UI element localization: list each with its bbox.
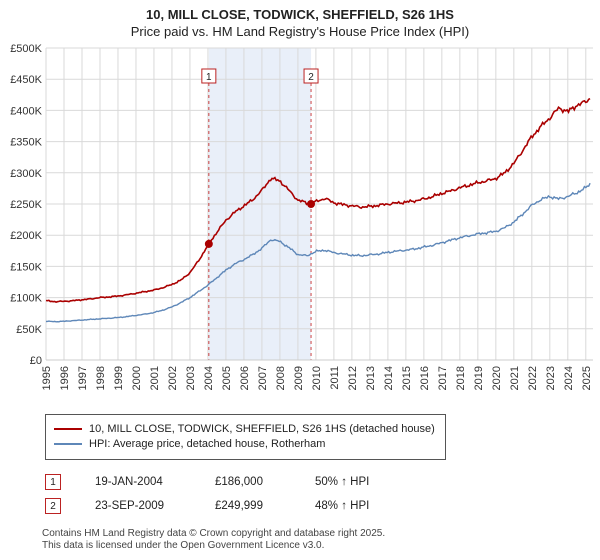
event-flag-box-2 <box>303 68 319 84</box>
y-axis-label: £500K <box>10 43 42 55</box>
y-axis-label: £100K <box>10 293 42 305</box>
x-axis-label: 2009 <box>293 366 305 390</box>
x-axis-label: 2024 <box>563 366 575 390</box>
transaction-2-flag: 2 <box>45 498 61 514</box>
y-axis-label: £200K <box>10 230 42 242</box>
event-flag-label-2: 2 <box>308 72 314 83</box>
transaction-2-hpi-change: 48% ↑ HPI <box>315 500 370 512</box>
hpi-line <box>45 182 591 323</box>
y-axis-label: £150K <box>10 261 42 273</box>
x-axis-label: 2025 <box>581 366 593 390</box>
x-axis-label: 2000 <box>131 366 143 390</box>
price-paid-line <box>45 98 591 303</box>
page-title: 10, MILL CLOSE, TODWICK, SHEFFIELD, S26 … <box>146 7 454 22</box>
y-axis-label: £300K <box>10 168 42 180</box>
transaction-2-price: £249,999 <box>215 500 263 512</box>
transaction-1-price: £186,000 <box>215 476 263 488</box>
y-axis-label: £0 <box>30 355 42 367</box>
chart-canvas: 1 2 £0 £50K £100K £150K £200K £250K £300K £350K £4… <box>10 43 593 390</box>
sale-marker-1[interactable] <box>204 239 213 248</box>
y-axis-label: £50K <box>16 324 42 336</box>
transaction-1-date: 19-JAN-2004 <box>95 476 163 488</box>
x-axis-label: 2016 <box>419 366 431 390</box>
chart-legend: 10, MILL CLOSE, TODWICK, SHEFFIELD, S26 … <box>45 414 446 460</box>
x-axis-label: 1998 <box>95 366 107 390</box>
y-axis-label: £350K <box>10 137 42 149</box>
x-axis-label: 2008 <box>275 366 287 390</box>
x-axis-label: 2002 <box>167 366 179 390</box>
x-axis-label: 2015 <box>401 366 413 390</box>
x-axis-label: 2006 <box>239 366 251 390</box>
x-axis-label: 2003 <box>185 366 197 390</box>
footer-line-1: Contains HM Land Registry data © Crown c… <box>42 528 386 539</box>
transaction-2-date: 23-SEP-2009 <box>95 500 165 512</box>
x-axis-label: 2021 <box>509 366 521 390</box>
y-axis-label: £450K <box>10 74 42 86</box>
legend-item-price-paid: 10, MILL CLOSE, TODWICK, SHEFFIELD, S26 … <box>54 423 435 435</box>
x-axis-label: 1996 <box>59 366 71 390</box>
y-axis-label: £400K <box>10 105 42 117</box>
page-subtitle: Price paid vs. HM Land Registry's House … <box>130 24 470 39</box>
transaction-row-2: 2 23-SEP-2009 £249,999 48% ↑ HPI <box>45 494 600 518</box>
x-axis-label: 2011 <box>329 366 341 390</box>
legend-label-price: 10, MILL CLOSE, TODWICK, SHEFFIELD, S26 … <box>89 423 435 435</box>
x-axis-label: 2007 <box>257 366 269 390</box>
sale-marker-2[interactable] <box>307 200 316 209</box>
x-axis-label: 2017 <box>437 366 449 390</box>
transaction-row-1: 1 19-JAN-2004 £186,000 50% ↑ HPI <box>45 470 600 494</box>
footer-line-2: This data is licensed under the Open Gov… <box>42 540 325 551</box>
legend-label-hpi: HPI: Average price, detached house, Roth… <box>89 438 326 450</box>
x-axis-label: 2019 <box>473 366 485 390</box>
x-axis-label: 2005 <box>221 366 233 390</box>
event-flag-box-1 <box>201 68 217 84</box>
chart-titles: 10, MILL CLOSE, TODWICK, SHEFFIELD, S26 … <box>0 0 600 40</box>
x-axis-label: 1997 <box>77 366 89 390</box>
transaction-list: 1 19-JAN-2004 £186,000 50% ↑ HPI 2 23-SE… <box>45 470 600 518</box>
y-axis-label: £250K <box>10 199 42 211</box>
x-axis-label: 2013 <box>365 366 377 390</box>
x-axis-label: 2001 <box>149 366 161 390</box>
x-axis-label: 2010 <box>311 366 323 390</box>
x-axis-label: 1995 <box>41 366 53 390</box>
x-axis-label: 2012 <box>347 366 359 390</box>
x-axis-label: 2014 <box>383 366 395 390</box>
event-flag-label-1: 1 <box>206 72 212 83</box>
legend-swatch-hpi <box>54 443 82 445</box>
price-history-chart: 1 2 £0 £50K £100K £150K £200K £250K £300K £350K £4… <box>0 40 600 412</box>
legend-swatch-price <box>54 428 82 430</box>
x-axis-label: 2022 <box>527 366 539 390</box>
x-axis-label: 2018 <box>455 366 467 390</box>
x-axis-label: 2004 <box>203 366 215 390</box>
x-axis-label: 1999 <box>113 366 125 390</box>
x-axis-label: 2020 <box>491 366 503 390</box>
transaction-1-hpi-change: 50% ↑ HPI <box>315 476 370 488</box>
legend-item-hpi: HPI: Average price, detached house, Roth… <box>54 438 435 450</box>
x-axis-label: 2023 <box>545 366 557 390</box>
transaction-1-flag: 1 <box>45 474 61 490</box>
license-footer: Contains HM Land Registry data © Crown c… <box>42 528 600 552</box>
